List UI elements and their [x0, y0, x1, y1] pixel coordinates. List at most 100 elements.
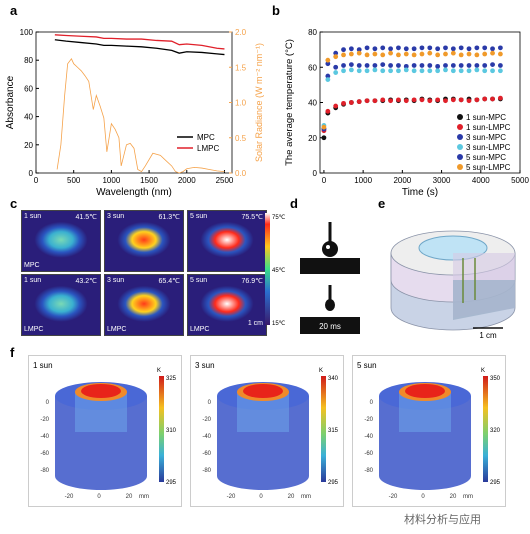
series-line-lmpc: [54, 34, 225, 50]
thermal-sample-label: MPC: [24, 262, 40, 269]
axis-tick-label: 20: [450, 494, 457, 500]
axis-unit-label: mm: [463, 494, 473, 500]
data-point: [388, 46, 393, 52]
axis-tick-label: -80: [40, 468, 49, 474]
axis-tick-label: -20: [227, 494, 236, 500]
data-point: [490, 50, 495, 56]
data-point: [380, 62, 386, 68]
x-tick-label: 0: [34, 176, 39, 185]
axis-tick-label: 20: [126, 494, 133, 500]
axis-tick-label: -20: [389, 494, 398, 500]
data-point: [321, 124, 327, 130]
thermal-image-tile: 5 sun 76.9℃ LMPC 1 cm: [187, 274, 267, 336]
simulation-title: 3 sun: [195, 361, 215, 370]
axis-unit-label: mm: [301, 494, 311, 500]
simulation-panel: 3 sun K 340 315 295 0 -20 -40 -60 -80 -20 0 20 mm: [190, 355, 344, 507]
data-point: [348, 46, 354, 52]
thermal-sample-label: LMPC: [24, 326, 44, 333]
data-point: [325, 61, 331, 67]
thermal-sun-label: 3 sun: [107, 277, 125, 284]
data-point: [364, 52, 370, 58]
data-point: [490, 96, 495, 102]
data-point: [419, 51, 425, 57]
data-point: [466, 63, 472, 68]
data-point: [450, 63, 456, 68]
data-point: [458, 45, 464, 51]
y-tick-label: 100: [20, 28, 34, 37]
x-tick-label: 2000: [393, 176, 411, 185]
data-point: [380, 68, 386, 74]
data-point: [419, 63, 425, 68]
y-tick-label: 80: [308, 28, 317, 37]
y-tick-label: 20: [308, 134, 317, 143]
simulation-colorbar: [483, 376, 488, 482]
data-point: [435, 68, 441, 74]
data-point: [388, 50, 393, 56]
y2-tick-label: 0.5: [235, 134, 247, 143]
data-point: [419, 68, 425, 74]
data-point: [427, 98, 433, 104]
x-tick-label: 2500: [216, 176, 234, 185]
data-point: [497, 95, 503, 101]
data-point: [435, 52, 441, 58]
data-point: [372, 67, 378, 73]
axis-tick-label: -40: [202, 434, 211, 440]
legend-marker: [457, 124, 463, 130]
data-point: [482, 68, 488, 74]
data-point: [403, 67, 409, 73]
y-axis-label: The average temperature (°C): [284, 39, 295, 166]
data-point: [466, 68, 472, 74]
thermal-image-tile: 5 sun 75.5℃: [187, 210, 267, 272]
colorbar-tick: 295: [166, 480, 177, 486]
data-point: [364, 68, 370, 74]
x-tick-label: 1000: [102, 176, 120, 185]
data-point: [372, 51, 378, 57]
y-axis-label: Absorbance: [5, 75, 16, 129]
axis-tick-label: -80: [364, 468, 373, 474]
data-point: [372, 63, 378, 68]
axis-tick-label: 0: [208, 400, 212, 406]
data-point: [497, 63, 503, 68]
axis-tick-label: 20: [288, 494, 295, 500]
legend-marker: [457, 154, 463, 160]
data-point: [450, 46, 456, 52]
y2-tick-label: 1.5: [235, 63, 247, 72]
y-tick-label: 80: [24, 56, 33, 65]
data-point: [325, 77, 331, 82]
panel-label-e: e: [378, 196, 386, 211]
data-point: [466, 46, 472, 52]
simulation-colorbar: [159, 376, 164, 482]
data-point: [364, 45, 370, 51]
data-point: [466, 51, 472, 57]
data-point: [458, 97, 464, 103]
legend-marker: [457, 144, 463, 150]
data-point: [341, 68, 346, 74]
colorbar-tick: 315: [328, 428, 339, 434]
simulation-panel: 5 sun K 350 320 295 0 -20 -40 -60 -80 -20 0 20 mm: [352, 355, 506, 507]
data-point: [435, 97, 441, 103]
colorbar-mid: 45℃: [272, 268, 286, 274]
axis-tick-label: -40: [40, 434, 49, 440]
data-point: [396, 97, 401, 103]
data-point: [364, 63, 370, 68]
data-point: [443, 51, 448, 57]
thermal-sun-label: 5 sun: [190, 213, 208, 220]
axis-tick-label: 0: [421, 494, 425, 500]
thermal-image-tile: 1 sun 43.2℃ LMPC: [21, 274, 101, 336]
data-point: [325, 73, 331, 79]
y2-axis-label: Solar Radiance (W m⁻² nm⁻¹): [254, 43, 264, 162]
data-point: [388, 63, 393, 68]
axis-tick-label: 0: [97, 494, 101, 500]
simulation-colorbar: [321, 376, 326, 482]
thermal-image-tile: 3 sun 61.3℃: [104, 210, 184, 272]
data-point: [333, 103, 339, 109]
data-point: [333, 54, 339, 60]
data-point: [443, 63, 448, 68]
data-point: [372, 46, 378, 52]
data-point: [333, 50, 339, 56]
y-tick-label: 0: [313, 169, 318, 178]
thermal-sun-label: 1 sun: [24, 277, 42, 284]
data-point: [497, 45, 503, 51]
x-tick-label: 5000: [511, 176, 529, 185]
thermal-sample-label: LMPC: [190, 326, 210, 333]
